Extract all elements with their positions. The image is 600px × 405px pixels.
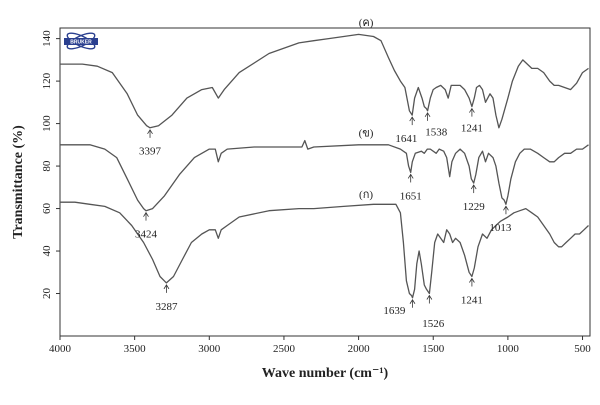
series-line-1 bbox=[60, 139, 589, 212]
x-tick-label: 3500 bbox=[124, 343, 147, 355]
peak-arrowhead bbox=[409, 116, 416, 122]
logo-orbit-b bbox=[66, 32, 96, 50]
peak-arrowhead bbox=[426, 294, 433, 300]
peak-label: 1241 bbox=[461, 294, 483, 306]
peak-label: 3287 bbox=[155, 301, 178, 313]
peak-arrowhead bbox=[469, 107, 475, 113]
peak-arrowhead bbox=[163, 284, 170, 290]
peak-label: 1526 bbox=[422, 318, 445, 330]
x-tick-label: 2500 bbox=[273, 343, 296, 355]
y-tick-label: 140 bbox=[41, 30, 53, 47]
y-tick-label: 100 bbox=[41, 115, 53, 132]
x-axis-title: Wave number (cm⁻¹) bbox=[262, 366, 389, 381]
series-line-0 bbox=[60, 33, 589, 129]
peak-arrowhead bbox=[424, 112, 431, 118]
x-tick-label: 4000 bbox=[49, 343, 72, 355]
peak-label: 3424 bbox=[135, 229, 158, 241]
plot-frame bbox=[59, 27, 591, 337]
peak-label: 1229 bbox=[463, 201, 486, 213]
y-axis-title: Transmittance (%) bbox=[11, 125, 26, 239]
series-lines bbox=[60, 33, 589, 299]
logo-orbit-a bbox=[66, 32, 96, 50]
y-tick-label: 60 bbox=[41, 203, 53, 215]
peak-label: 1013 bbox=[489, 222, 512, 234]
series-line-2 bbox=[60, 201, 589, 299]
peak-arrowhead bbox=[143, 211, 149, 217]
logo-text: BRUKER bbox=[70, 40, 92, 46]
x-tick-label: 3000 bbox=[198, 343, 221, 355]
peak-arrowhead bbox=[409, 299, 416, 304]
peak-arrowhead bbox=[503, 205, 509, 211]
bruker-logo: BRUKER bbox=[64, 32, 98, 50]
peak-label: 1241 bbox=[461, 122, 483, 134]
y-axis-ticks: 20 40 60 80 100 120 140 bbox=[41, 30, 60, 299]
y-tick-label: 80 bbox=[41, 160, 53, 172]
x-tick-label: 1500 bbox=[422, 343, 445, 355]
x-tick-label: 500 bbox=[574, 343, 591, 355]
x-axis-ticks: 4000 3500 3000 2500 2000 1500 1000 500 bbox=[49, 336, 591, 355]
peak-label: 1651 bbox=[400, 190, 422, 202]
peak-arrowhead bbox=[469, 277, 475, 283]
peak-label: 1538 bbox=[425, 127, 448, 139]
series-label: (ค) bbox=[359, 17, 374, 29]
series-label: (ข) bbox=[359, 127, 374, 139]
logo-band bbox=[64, 38, 98, 45]
peak-label: 1641 bbox=[395, 133, 417, 145]
series-label: (ก) bbox=[359, 189, 373, 201]
series-labels: (ค) (ข) (ก) bbox=[359, 17, 374, 201]
peak-arrowhead bbox=[147, 129, 153, 135]
peak-arrowhead bbox=[407, 173, 414, 179]
y-tick-label: 120 bbox=[41, 72, 53, 89]
x-tick-label: 1000 bbox=[497, 343, 520, 355]
y-tick-label: 20 bbox=[41, 288, 53, 300]
y-tick-label: 40 bbox=[41, 245, 53, 257]
peak-label: 1639 bbox=[383, 305, 406, 317]
peak-arrowhead bbox=[470, 184, 477, 190]
x-tick-label: 2000 bbox=[348, 343, 371, 355]
peak-label: 3397 bbox=[139, 146, 162, 158]
